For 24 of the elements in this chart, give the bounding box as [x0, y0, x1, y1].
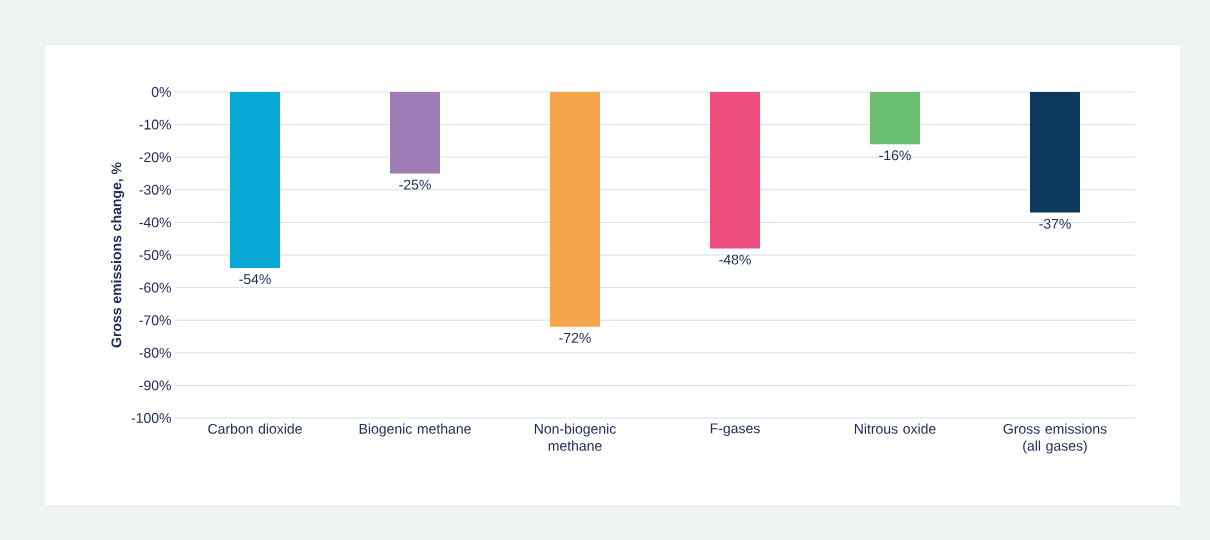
y-tick-label: -10%: [139, 119, 171, 130]
x-tick-label: Non-biogenic methane: [534, 423, 616, 451]
x-tick-label: F-gases: [710, 423, 760, 437]
y-tick-label: -40%: [139, 217, 171, 228]
y-tick-label: -20%: [139, 152, 171, 163]
y-axis-title: Gross emissions change, %: [111, 162, 125, 348]
y-tick-label: -80%: [139, 347, 171, 358]
y-tick-label: -60%: [139, 282, 171, 293]
data-label: -48%: [719, 254, 751, 265]
data-label: -16%: [879, 150, 911, 161]
data-label: -72%: [559, 332, 591, 343]
data-label: -37%: [1039, 218, 1071, 229]
data-label: -25%: [399, 179, 431, 190]
x-tick-label: Nitrous oxide: [854, 423, 936, 434]
y-tick-label: 0%: [151, 87, 171, 97]
x-tick-label: Carbon dioxide: [208, 423, 302, 434]
y-tick-label: -100%: [131, 413, 171, 423]
x-tick-label: Biogenic methane: [359, 423, 471, 437]
y-tick-label: -30%: [139, 184, 171, 195]
x-tick-label: Gross emissions (all gases): [1003, 423, 1107, 454]
y-tick-label: -70%: [139, 315, 171, 326]
y-tick-label: -50%: [139, 250, 171, 260]
data-label: -54%: [239, 274, 271, 285]
y-tick-label: -90%: [139, 380, 171, 391]
